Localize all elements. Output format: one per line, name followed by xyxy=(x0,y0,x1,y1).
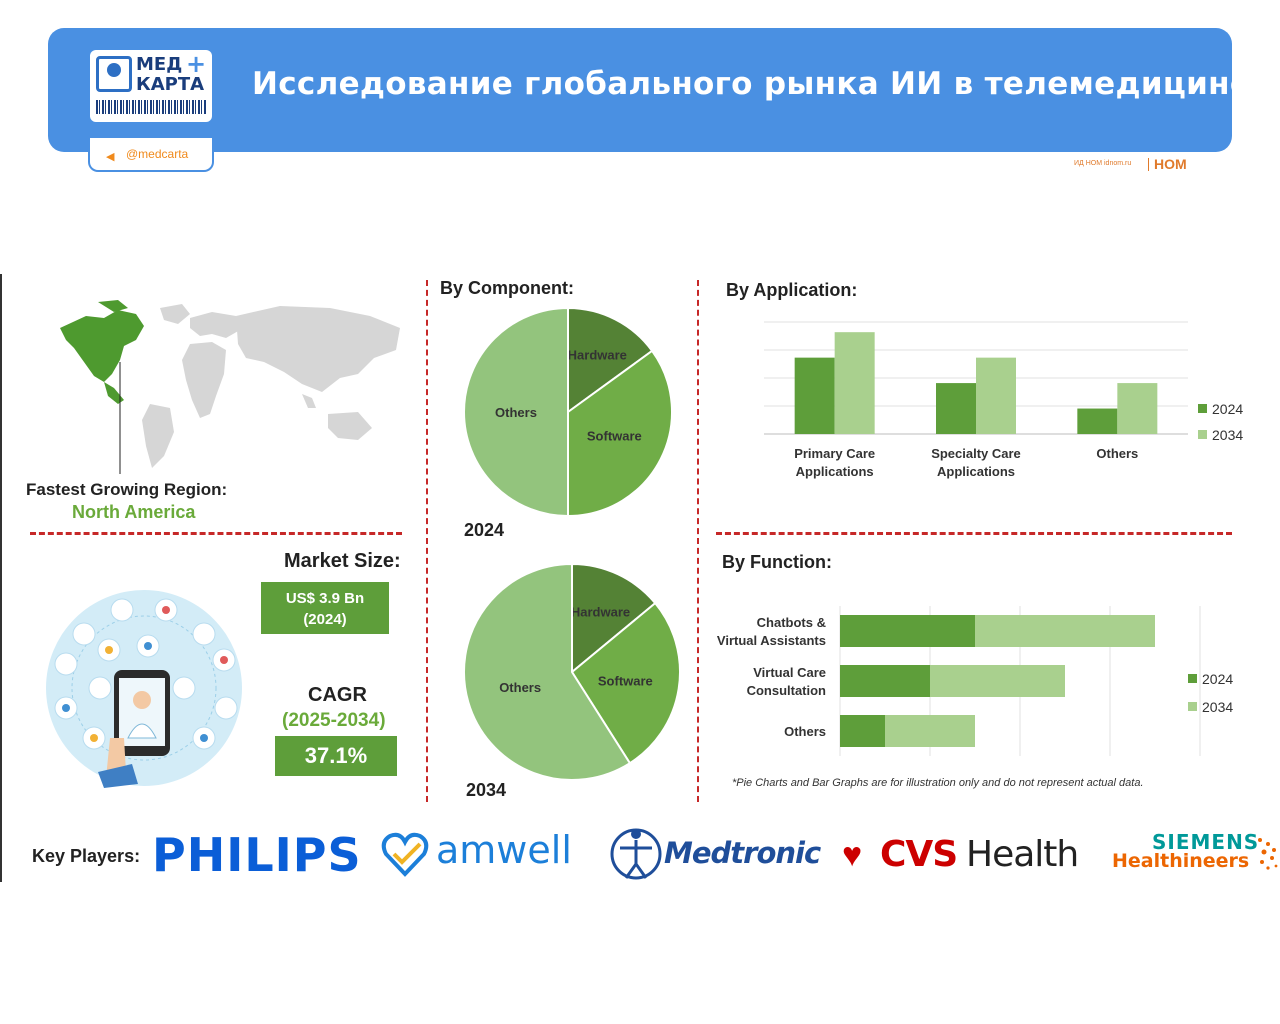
pie-label-hardware: Hardware xyxy=(571,604,630,619)
application-bar-chart: Primary Care Applications Specialty Care Ap… xyxy=(764,321,1243,479)
bar-2024 xyxy=(936,383,976,434)
logo-plus-icon: + xyxy=(186,50,207,78)
category-label: Applications xyxy=(796,464,874,479)
amwell-logo: amwell xyxy=(436,828,572,872)
bar-2034 xyxy=(834,332,875,434)
credit-text: ИД НОМ idnom.ru xyxy=(1074,160,1132,167)
cagr-range: (2025-2034) xyxy=(282,710,386,731)
category-label: Chatbots & xyxy=(757,615,826,630)
legend-label-2034: 2034 xyxy=(1212,427,1243,443)
legend-label-2024: 2024 xyxy=(1202,671,1233,687)
function-bar-chart: Chatbots & Virtual Assistants Virtual Care… xyxy=(717,606,1233,756)
legend-swatch-2024 xyxy=(1198,404,1207,413)
legend-swatch-2034 xyxy=(1188,702,1197,711)
siemens-logo: SIEMENS xyxy=(1152,830,1260,854)
telegram-link[interactable]: ◀ @medcarta xyxy=(88,138,214,172)
infographic-left-border xyxy=(0,274,2,882)
market-size-label: Market Size: xyxy=(284,550,401,572)
credit-divider xyxy=(1148,158,1149,171)
application-section-title: By Application: xyxy=(726,280,858,300)
market-size-value: US$ 3.9 Bn xyxy=(285,590,365,607)
telegram-icon: ◀ xyxy=(106,151,115,163)
cvs-health-logo: Health xyxy=(966,834,1079,875)
legend-label-2024: 2024 xyxy=(1212,401,1243,417)
region-value: North America xyxy=(72,502,196,522)
cagr-value: 37.1% xyxy=(275,736,397,776)
legend-label-2034: 2034 xyxy=(1202,699,1233,715)
divider-horizontal-right xyxy=(716,532,1232,535)
bar-2034 xyxy=(930,665,1065,697)
medtronic-logo: Medtronic xyxy=(664,836,821,870)
pie-slice-others xyxy=(463,306,569,518)
region-label: Fastest Growing Region: xyxy=(26,480,228,499)
pie-chart-2034: Hardware Software Others xyxy=(463,562,681,781)
pie-slice-software xyxy=(570,601,681,765)
category-label: Virtual Assistants xyxy=(717,633,826,648)
pie-label-others: Others xyxy=(495,405,537,420)
key-players-label: Key Players: xyxy=(32,846,141,866)
logo-line2: КАРТА xyxy=(136,74,205,95)
market-size-badge: US$ 3.9 Bn (2024) xyxy=(261,582,389,634)
divider-vertical-right xyxy=(697,280,699,802)
cvs-heart-icon: ♥ xyxy=(842,836,863,874)
category-label: Specialty Care xyxy=(931,446,1021,461)
bar-2024 xyxy=(840,665,930,697)
cagr-label: CAGR xyxy=(308,684,367,706)
bar-2024 xyxy=(840,715,885,747)
bar-2034 xyxy=(885,715,975,747)
bar-2034 xyxy=(975,615,1155,647)
category-label: Primary Care xyxy=(794,446,875,461)
pie-year-2034: 2034 xyxy=(466,780,507,800)
world-map xyxy=(60,300,400,474)
pie-label-software: Software xyxy=(587,429,642,444)
category-label: Applications xyxy=(937,464,1015,479)
function-section-title: By Function: xyxy=(722,552,832,572)
amwell-heart-icon xyxy=(381,832,429,877)
medtronic-figure-icon xyxy=(610,828,662,880)
bar-2024 xyxy=(1077,408,1118,434)
bar-2024 xyxy=(794,357,835,434)
pie-chart-2024: Hardware Software Others xyxy=(463,306,673,518)
pie-slice-software xyxy=(567,349,673,518)
component-section-title: By Component: xyxy=(440,278,574,298)
divider-vertical-left xyxy=(426,280,428,802)
pie-label-others: Others xyxy=(499,680,541,695)
healthineers-logo: Healthineers xyxy=(1112,850,1250,872)
pie-slice-hardware xyxy=(567,306,654,414)
bar-2024 xyxy=(840,615,975,647)
header-banner: МЕД + КАРТА Исследование глобального рын… xyxy=(48,28,1251,152)
pie-label-software: Software xyxy=(598,673,653,688)
logo-line1: МЕД xyxy=(136,54,183,75)
telemedicine-illustration xyxy=(46,590,242,788)
chart-disclaimer: *Pie Charts and Bar Graphs are for illus… xyxy=(732,777,1144,789)
market-size-year: (2024) xyxy=(303,611,347,628)
bar-2034 xyxy=(1117,383,1158,434)
category-label: Virtual Care xyxy=(753,665,826,680)
legend-swatch-2034 xyxy=(1198,430,1207,439)
pie-year-2024: 2024 xyxy=(464,520,505,540)
category-label: Others xyxy=(784,724,826,739)
pie-label-hardware: Hardware xyxy=(568,348,627,363)
pie-slice-hardware xyxy=(571,562,657,675)
philips-logo: PHILIPS xyxy=(152,828,362,882)
healthineers-dots-icon xyxy=(1258,838,1278,870)
category-label: Others xyxy=(1096,446,1138,461)
credit-logo: НОМ xyxy=(1154,156,1187,172)
legend-swatch-2024 xyxy=(1188,674,1197,683)
pie-slice-others xyxy=(463,562,632,781)
bar-2034 xyxy=(976,357,1016,434)
cvs-logo: CVS xyxy=(880,834,958,875)
medkarta-logo: МЕД + КАРТА xyxy=(90,50,212,122)
barcode-icon xyxy=(96,100,206,114)
divider-horizontal-left xyxy=(30,532,402,535)
page-title: Исследование глобального рынка ИИ в теле… xyxy=(252,66,1252,102)
telegram-handle: @medcarta xyxy=(126,147,189,161)
doctor-avatar-icon xyxy=(96,56,132,92)
category-label: Consultation xyxy=(747,683,826,698)
